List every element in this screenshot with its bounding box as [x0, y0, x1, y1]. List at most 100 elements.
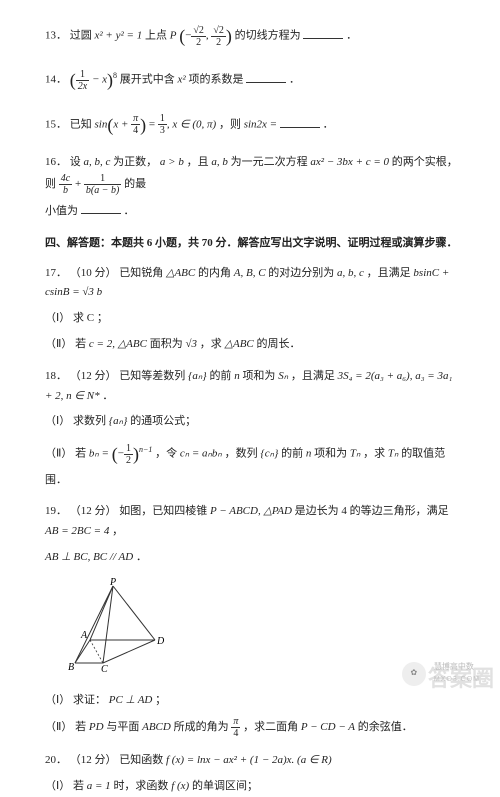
question-20: 20． （12 分） 已知函数 f (x) = lnx − ax² + (1 −… [45, 751, 460, 797]
q19-sub1-text: 求证： [73, 694, 106, 706]
question-13: 13． 过圆 x² + y² = 1 上点 P (−√22, √22) 的切线方… [45, 20, 460, 52]
pyramid-p: P [109, 578, 116, 588]
pyramid-figure: P A B C D [55, 578, 460, 681]
q16-eq: ax² − 3bx + c = 0 [310, 156, 389, 168]
q19-sub2-pi: π4 [231, 716, 240, 739]
q18-end1: ． [102, 390, 113, 402]
q16-text-c: ，且 [187, 156, 209, 168]
q16-text-a: 设 [70, 156, 81, 168]
q17-num: 17． [45, 267, 67, 279]
q18-text-c: 项和为 [242, 370, 275, 382]
q17-sub2-tri: △ABC [225, 338, 254, 350]
q20-sub1-text-b: 时，求函数 [113, 780, 168, 792]
q15-arg-x: x + [113, 119, 131, 131]
q18-n: n [234, 370, 240, 382]
q19-sub2-text-d: ，求二面角 [243, 721, 298, 733]
q20-sub1-text-c: 的单调区间； [192, 780, 258, 792]
q20-sub1-text-a: 若 [73, 780, 84, 792]
q16-cond1: a > b [160, 156, 184, 168]
q16-vars2: a, b [211, 156, 228, 168]
section-4-title: 四、解答题：本题共 6 小题，共 70 分．解答应写出文字说明、证明过程或演算步… [45, 234, 460, 254]
q14-term: x² [178, 74, 186, 86]
q17-sub2-label: （Ⅱ） [45, 338, 72, 350]
q20-text-a: 已知函数 [119, 754, 163, 766]
q14-power: 8 [113, 71, 117, 80]
q19-sub2-label: （Ⅱ） [45, 721, 72, 733]
q18-text-a: 已知等差数列 [119, 370, 185, 382]
pyramid-svg: P A B C D [55, 578, 170, 673]
q14-end: ． [289, 74, 300, 86]
q17-sub2-val: √3 [185, 338, 197, 350]
q13-text-c: 的切线方程为 [235, 30, 301, 42]
q19-text-b: 是边长为 4 的等边三角形，满足 [295, 505, 449, 517]
q13-blank [303, 27, 343, 39]
q14-text-a: 展开式中含 [120, 74, 175, 86]
q18-sub1-label: （Ⅰ） [45, 415, 70, 427]
q18-sn: Sₙ [278, 370, 288, 382]
q18-sub2-base: 12 [124, 443, 133, 466]
watermark-icon: ✿ [402, 662, 426, 686]
q19-sub1-end: ； [155, 694, 166, 706]
q19-cond: AB = 2BC = 4 [45, 525, 109, 537]
q20-sub1-label: （Ⅰ） [45, 780, 70, 792]
q18-text-d: ，且满足 [291, 370, 335, 382]
q14-blank [246, 71, 286, 83]
question-17: 17． （10 分） 已知锐角 △ABC 的内角 A, B, C 的对边分别为 … [45, 264, 460, 355]
q18-sub1-seq: {aₙ} [109, 415, 128, 427]
q19-sub2-text-e: 的余弦值． [358, 721, 413, 733]
question-16: 16． 设 a, b, c 为正数， a > b ，且 a, b 为一元二次方程… [45, 153, 460, 222]
q16-blank [81, 202, 121, 214]
q16-text-d: 为一元二次方程 [231, 156, 308, 168]
q17-tri: △ABC [166, 267, 195, 279]
q18-sub2-text-d: 的前 [281, 448, 303, 460]
q16-text-b: 为正数， [113, 156, 157, 168]
q18-seq: {aₙ} [188, 370, 207, 382]
q13-end: ． [346, 30, 357, 42]
q17-text-a: 已知锐角 [119, 267, 163, 279]
q17-sub2-text-b: 面积为 [150, 338, 183, 350]
q15-text-a: 已知 [70, 119, 92, 131]
q19-sub1-label: （Ⅰ） [45, 694, 70, 706]
q15-text-b: ，则 [219, 119, 241, 131]
paren-open: ( [179, 26, 185, 46]
q13-frac-y: √22 [211, 25, 226, 48]
question-14: 14． (12x − x)8 展开式中含 x² 项的系数是 ． [45, 64, 460, 96]
q18-sub2-tn: Tₙ [350, 448, 361, 460]
q17-sub2-text-a: 若 [75, 338, 86, 350]
q20-sub1-cond: a = 1 [87, 780, 111, 792]
q19-end: ． [136, 551, 147, 563]
q16-text-g: 小值为 [45, 205, 78, 217]
q16-end: ． [124, 205, 135, 217]
q18-sub2-cn: cₙ = aₙbₙ [180, 448, 222, 460]
q17-sub2-cond: c = 2, △ABC [89, 338, 147, 350]
q16-f1: 4cb [59, 173, 72, 196]
q20-pts: （12 分） [70, 754, 117, 766]
question-15: 15． 已知 sin(x + π4) = 13, x ∈ (0, π) ，则 s… [45, 109, 460, 141]
q16-f2: 1b(a − b) [84, 173, 121, 196]
q16-vars: a, b, c [84, 156, 111, 168]
q19-perp: AB ⊥ BC, BC // AD [45, 551, 133, 563]
q19-sub2-text-c: 所成的角为 [174, 721, 229, 733]
q17-text-c: 的对边分别为 [268, 267, 334, 279]
q18-sub2-label: （Ⅱ） [45, 448, 72, 460]
q18-sub2-text-f: ，求 [363, 448, 385, 460]
q19-sub2-pd: PD [89, 721, 104, 733]
q17-sub2-text-c: ，求 [200, 338, 222, 350]
q17-sides: a, b, c [337, 267, 364, 279]
q15-result: sin2x = [244, 119, 280, 131]
q20-sub1-fx: f (x) [171, 780, 189, 792]
q18-sub2-tn2: Tₙ [388, 448, 399, 460]
q19-sub2-text-b: 与平面 [106, 721, 139, 733]
q19-text-a: 如图，已知四棱锥 [119, 505, 207, 517]
q14-num: 14． [45, 74, 67, 86]
q13-formula-a: x² + y² = 1 [95, 30, 143, 42]
q18-sub2-text-b: ，令 [155, 448, 177, 460]
pyramid-b: B [68, 662, 74, 673]
q18-sub2-n: n [306, 448, 312, 460]
q18-sub2-text-c: ，数列 [225, 448, 258, 460]
q19-sub2-angle: P − CD − A [301, 721, 355, 733]
pyramid-a: A [80, 630, 88, 641]
pyramid-d: D [156, 636, 165, 647]
q19-shape: P − ABCD, △PAD [210, 505, 292, 517]
q15-eq: = [146, 119, 158, 131]
